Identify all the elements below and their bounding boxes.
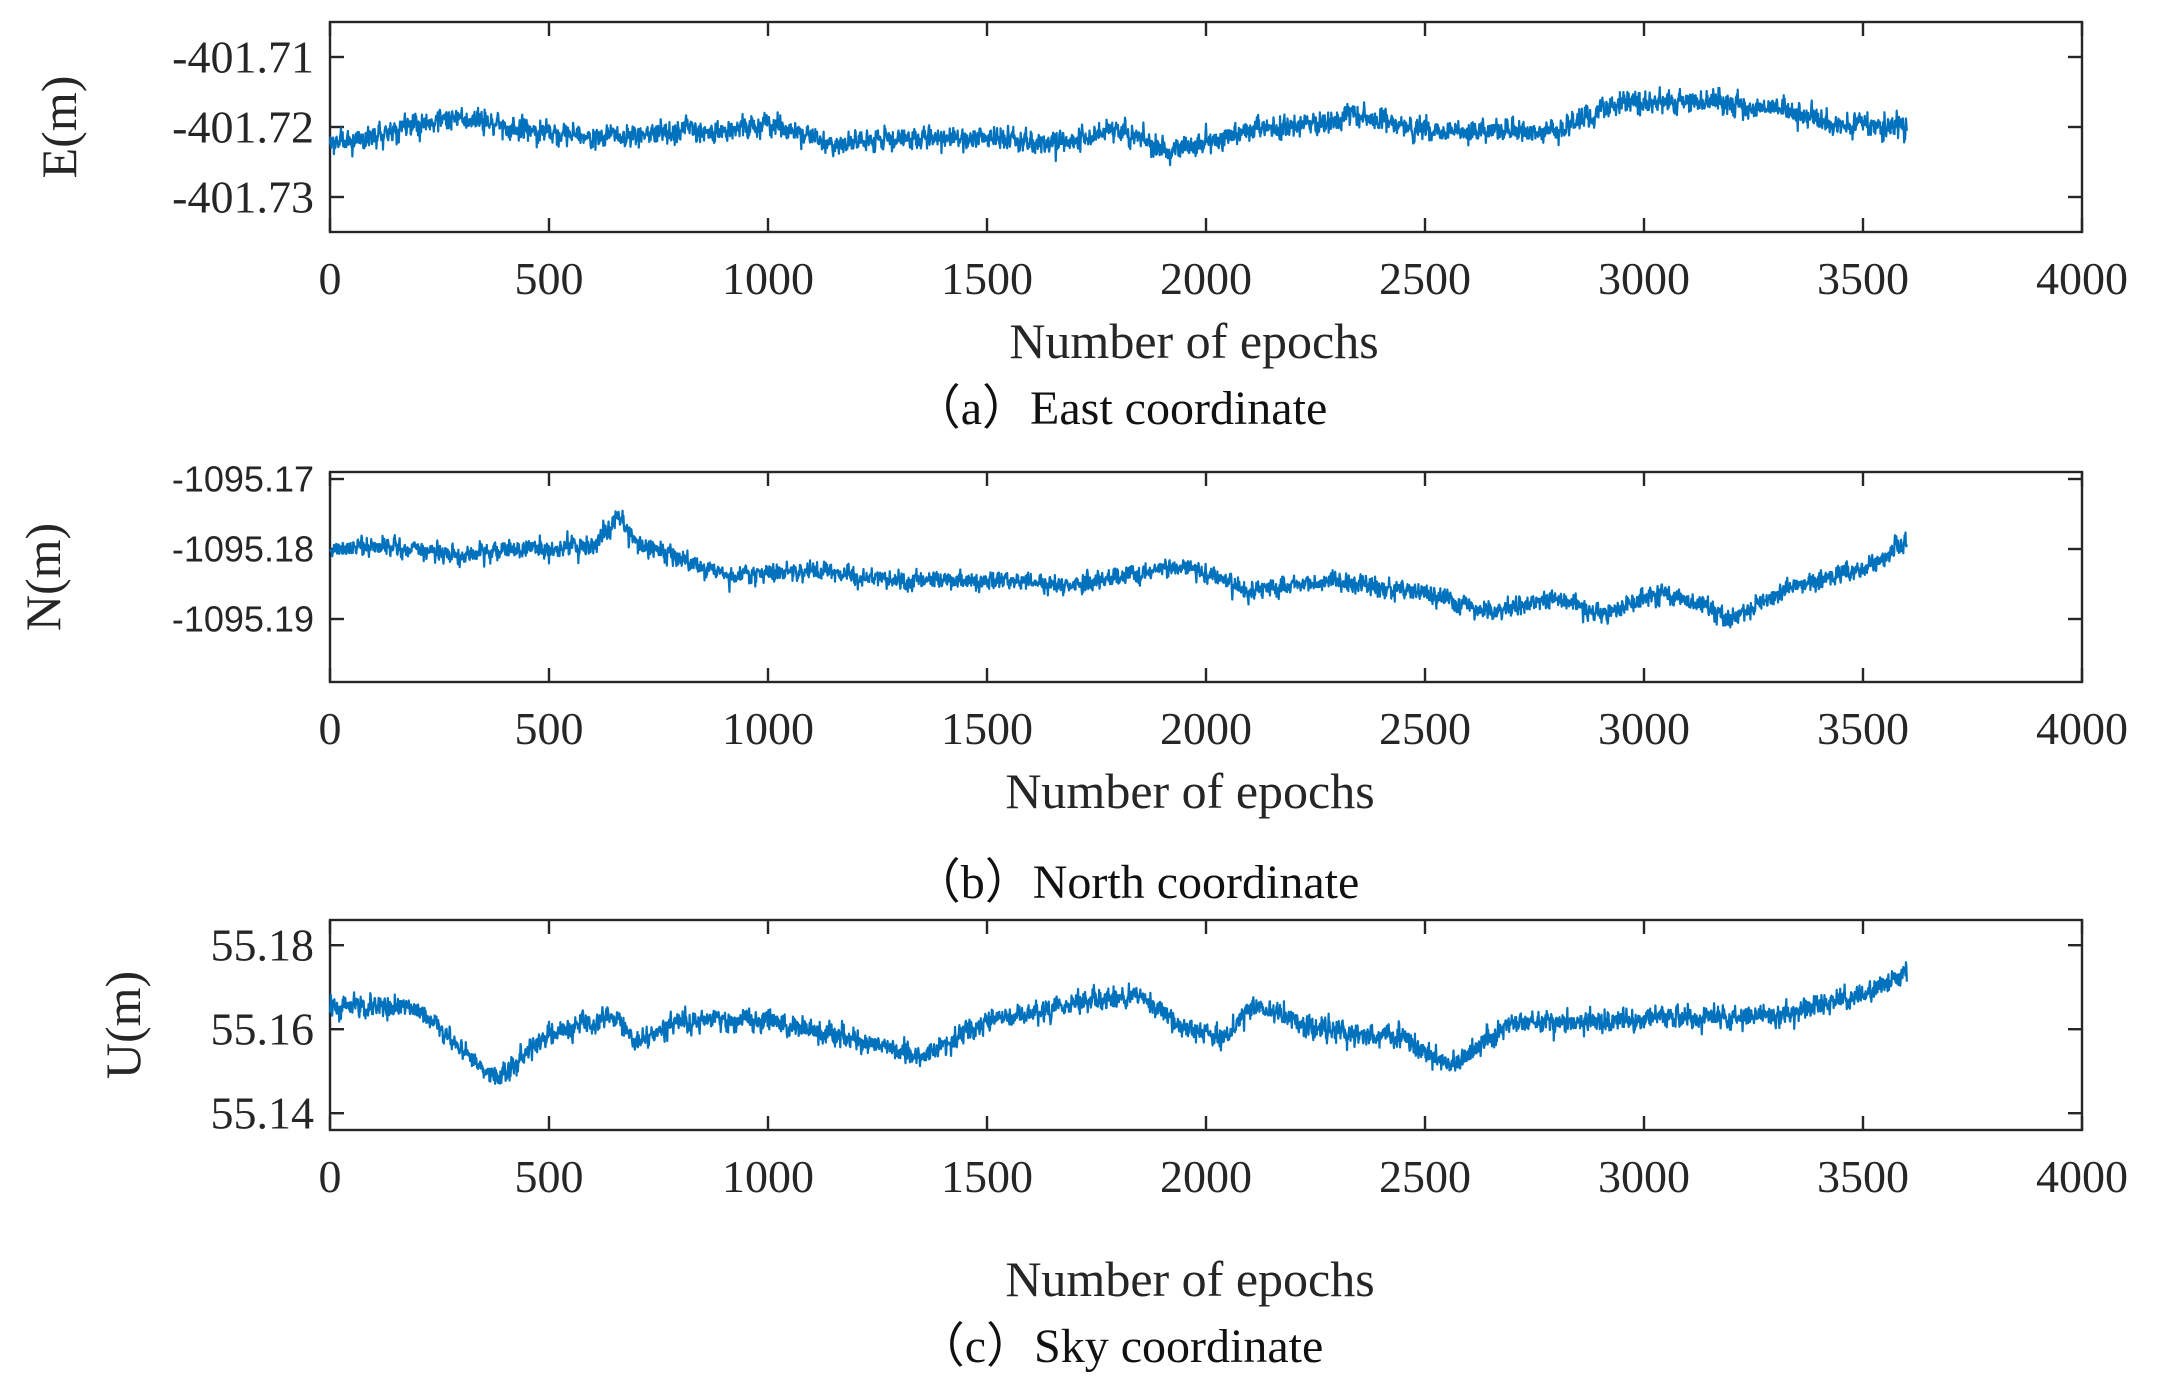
sky-y-axis-label: U(m) — [95, 971, 151, 1079]
east-x-tick-label: 3000 — [1598, 253, 1690, 304]
north-coordinate-panel: 0 500 1000 1500 2000 2500 3000 3500 4000… — [15, 459, 2128, 910]
sky-x-tick-labels: 0 500 1000 1500 2000 2500 3000 3500 4000 — [319, 1151, 2129, 1202]
north-y-tick-label: -1095.17 — [172, 459, 314, 500]
north-x-tick-label: 4000 — [2036, 703, 2128, 754]
sky-y-tick-marks — [330, 944, 2082, 1115]
east-x-tick-label: 2000 — [1160, 253, 1252, 304]
east-y-tick-labels: -401.71 -401.72 -401.73 — [172, 32, 314, 223]
north-x-tick-marks — [328, 472, 2084, 682]
east-caption: （a）East coordinate — [913, 382, 1328, 435]
sky-y-tick-label: 55.14 — [211, 1088, 315, 1139]
sky-x-tick-marks — [328, 920, 2084, 1130]
sky-x-tick-label: 500 — [515, 1151, 584, 1202]
sky-x-tick-label: 3500 — [1817, 1151, 1909, 1202]
east-y-tick-label: -401.71 — [172, 32, 314, 83]
north-x-tick-label: 0 — [319, 703, 342, 754]
sky-caption: （c）Sky coordinate — [917, 1320, 1324, 1373]
east-x-tick-label: 1000 — [722, 253, 814, 304]
north-x-tick-label: 1000 — [722, 703, 814, 754]
north-caption: （b）North coordinate — [913, 856, 1360, 909]
north-y-tick-label: -1095.19 — [172, 599, 314, 640]
east-x-tick-label: 4000 — [2036, 253, 2128, 304]
east-coordinate-panel: 0 500 1000 1500 2000 2500 3000 3500 4000… — [31, 20, 2129, 435]
east-x-tick-labels: 0 500 1000 1500 2000 2500 3000 3500 4000 — [319, 253, 2129, 304]
north-x-tick-label: 3500 — [1817, 703, 1909, 754]
east-y-tick-label: -401.73 — [172, 172, 314, 223]
sky-x-tick-label: 1500 — [941, 1151, 1033, 1202]
east-x-axis-label: Number of epochs — [1009, 313, 1378, 369]
sky-x-axis-label: Number of epochs — [1005, 1251, 1374, 1307]
sky-coordinate-panel: 0 500 1000 1500 2000 2500 3000 3500 4000… — [95, 918, 2129, 1373]
east-x-tick-label: 500 — [515, 253, 584, 304]
sky-y-tick-label: 55.18 — [211, 920, 315, 971]
north-x-tick-labels: 0 500 1000 1500 2000 2500 3000 3500 4000 — [319, 703, 2129, 754]
east-y-tick-label: -401.72 — [172, 102, 314, 153]
sky-x-tick-label: 2000 — [1160, 1151, 1252, 1202]
north-x-tick-label: 2000 — [1160, 703, 1252, 754]
north-y-axis-label: N(m) — [15, 523, 71, 631]
north-series-line — [329, 509, 1908, 629]
north-x-tick-label: 3000 — [1598, 703, 1690, 754]
east-x-tick-marks — [328, 22, 2084, 232]
sky-x-tick-label: 2500 — [1379, 1151, 1471, 1202]
east-series-line — [328, 86, 1908, 167]
east-x-tick-label: 0 — [319, 253, 342, 304]
north-x-tick-label: 1500 — [941, 703, 1033, 754]
east-y-axis-label: E(m) — [31, 76, 87, 179]
sky-y-tick-labels: 55.18 55.16 55.14 — [211, 920, 315, 1139]
north-x-tick-label: 2500 — [1379, 703, 1471, 754]
north-y-tick-labels: -1095.17 -1095.18 -1095.19 — [172, 459, 314, 640]
sky-series-line — [328, 961, 1908, 1085]
sky-x-tick-label: 0 — [319, 1151, 342, 1202]
east-x-tick-label: 2500 — [1379, 253, 1471, 304]
north-y-tick-label: -1095.18 — [172, 529, 314, 570]
east-y-tick-marks — [330, 55, 2082, 199]
sky-x-tick-label: 3000 — [1598, 1151, 1690, 1202]
north-x-axis-label: Number of epochs — [1005, 763, 1374, 819]
east-x-tick-label: 3500 — [1817, 253, 1909, 304]
sky-x-tick-label: 1000 — [722, 1151, 814, 1202]
east-x-tick-label: 1500 — [941, 253, 1033, 304]
sky-y-tick-label: 55.16 — [211, 1004, 315, 1055]
north-x-tick-label: 500 — [515, 703, 584, 754]
sky-x-tick-label: 4000 — [2036, 1151, 2128, 1202]
